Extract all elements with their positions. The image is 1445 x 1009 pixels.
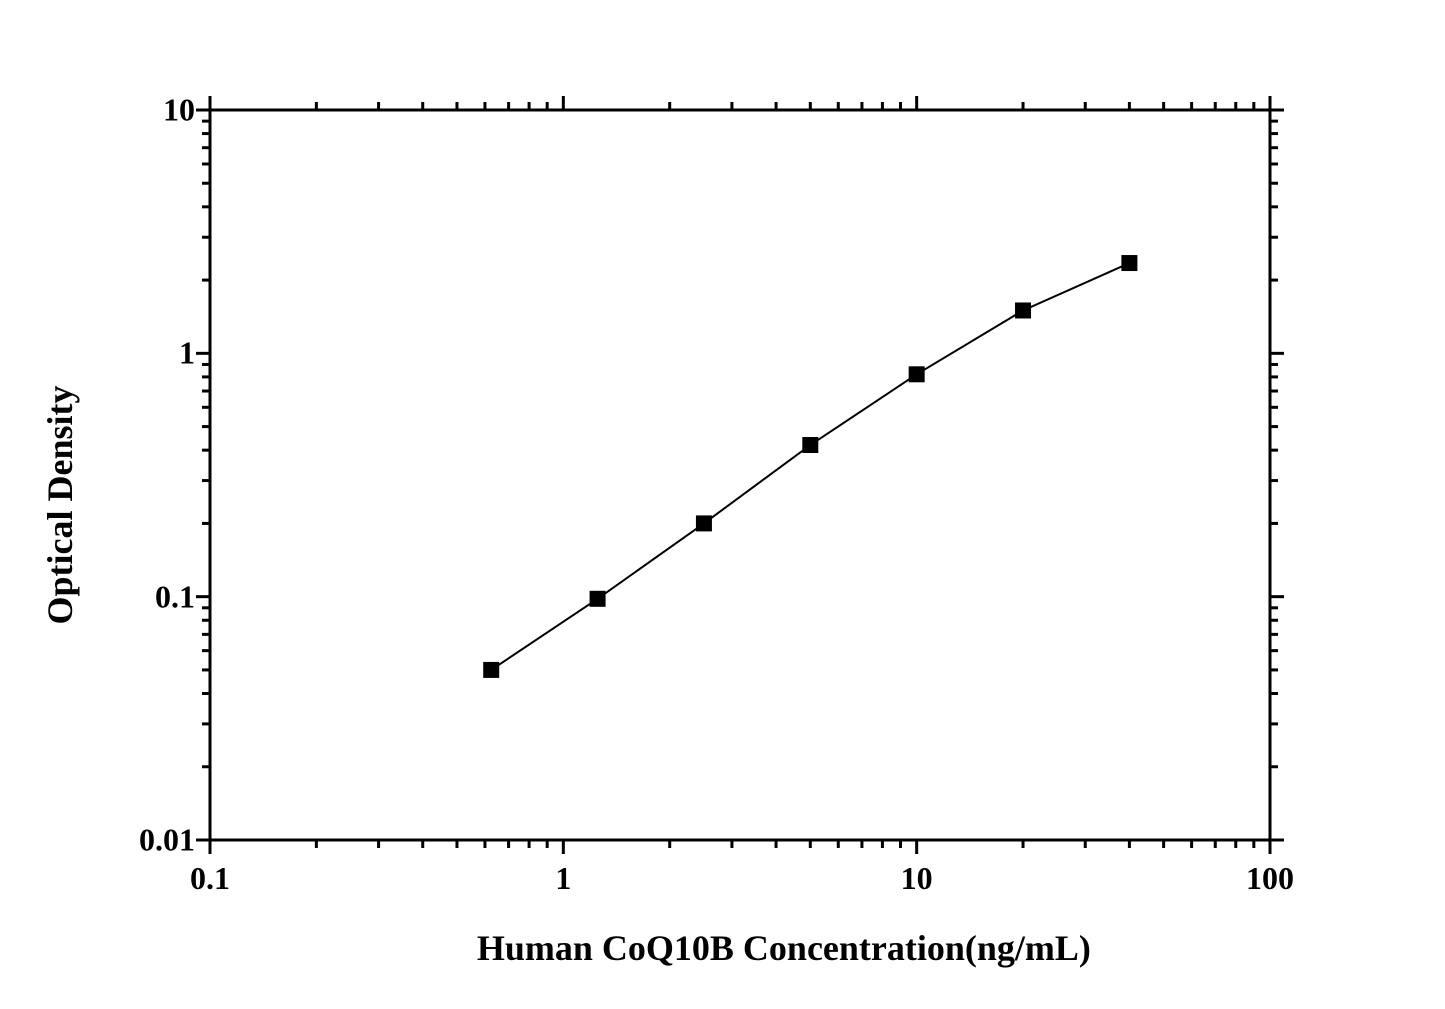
x-axis-label: Human CoQ10B Concentration(ng/mL)	[477, 927, 1091, 969]
y-tick-label: 0.01	[139, 822, 195, 859]
chart-svg	[0, 0, 1445, 1009]
y-axis-label: Optical Density	[39, 385, 81, 624]
x-tick-label: 0.1	[190, 860, 230, 897]
x-tick-label: 100	[1246, 860, 1294, 897]
y-tick-label: 0.1	[155, 578, 195, 615]
y-tick-label: 10	[163, 92, 195, 129]
y-tick-label: 1	[179, 335, 195, 372]
x-tick-label: 1	[555, 860, 571, 897]
x-tick-label: 10	[901, 860, 933, 897]
